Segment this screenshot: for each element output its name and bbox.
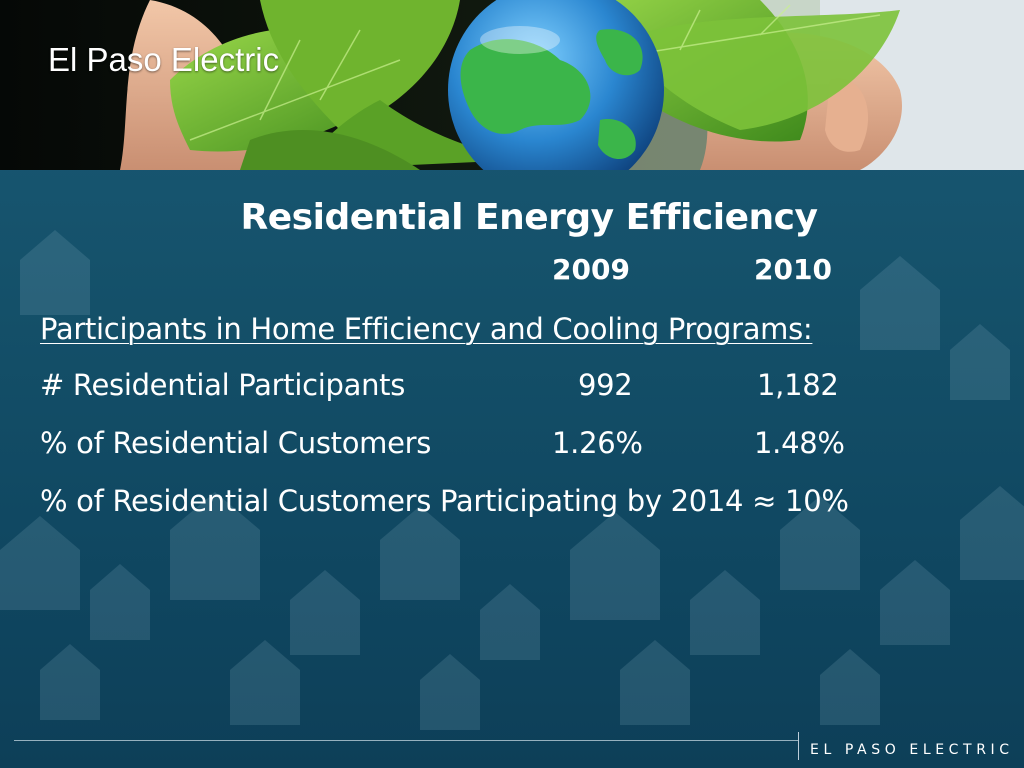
company-title: El Paso Electric [48, 41, 280, 78]
row-value-2010-percent: 1.48% [754, 426, 845, 460]
globe-in-hands-image [0, 0, 1024, 170]
column-header-2010: 2010 [754, 253, 832, 286]
header-banner: El Paso Electric [0, 0, 1024, 170]
row-value-2010-participants: 1,182 [757, 368, 839, 402]
footer-logo-text: EL PASO ELECTRIC [810, 742, 1014, 758]
footer-divider [14, 740, 798, 741]
section-heading: Participants in Home Efficiency and Cool… [40, 312, 813, 346]
row-value-2009-percent: 1.26% [552, 426, 643, 460]
row-value-2009-participants: 992 [578, 368, 633, 402]
row-label-residential-customers-percent: % of Residential Customers [40, 426, 432, 460]
row-label-residential-participants: # Residential Participants [40, 368, 406, 402]
summary-line: % of Residential Customers Participating… [40, 484, 849, 518]
slide-title: Residential Energy Efficiency [240, 197, 818, 238]
houses-background-texture [0, 230, 1024, 730]
footer-tick-mark [798, 732, 799, 760]
column-header-2009: 2009 [552, 253, 630, 286]
